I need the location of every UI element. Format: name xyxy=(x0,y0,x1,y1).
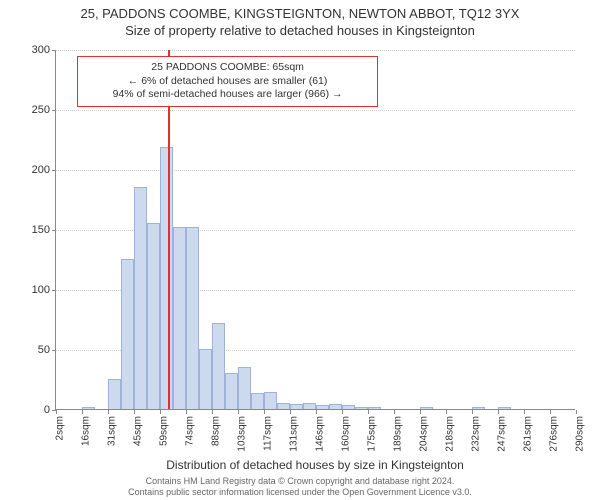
y-tick-label: 0 xyxy=(44,404,56,416)
histogram-bar xyxy=(316,405,329,409)
x-tick-label: 189sqm xyxy=(391,416,404,452)
footer-line-2: Contains public sector information licen… xyxy=(0,487,600,498)
y-tick-label: 100 xyxy=(32,284,56,296)
x-tick-label: 276sqm xyxy=(547,416,560,452)
histogram-bar xyxy=(186,227,199,409)
chart-address-title: 25, PADDONS COOMBE, KINGSTEIGNTON, NEWTO… xyxy=(0,0,600,21)
histogram-bar xyxy=(498,407,511,409)
x-tick-label: 59sqm xyxy=(157,416,170,446)
x-tick-label: 16sqm xyxy=(79,416,92,446)
y-tick-label: 50 xyxy=(38,344,56,356)
histogram-bar xyxy=(264,392,277,409)
histogram-bar xyxy=(368,407,381,409)
histogram-bar xyxy=(472,407,485,409)
histogram-bar xyxy=(108,379,121,409)
histogram-bar xyxy=(251,393,264,409)
histogram-bar xyxy=(420,407,433,409)
x-tick-label: 204sqm xyxy=(417,416,430,452)
x-tick-label: 31sqm xyxy=(105,416,118,446)
x-tick-label: 290sqm xyxy=(573,416,586,452)
chart-subtitle: Size of property relative to detached ho… xyxy=(0,21,600,38)
x-tick-label: 232sqm xyxy=(469,416,482,452)
histogram-bar xyxy=(277,403,290,409)
x-tick-label: 261sqm xyxy=(521,416,534,452)
histogram-bar xyxy=(329,404,342,409)
histogram-bar xyxy=(225,373,238,409)
gridline xyxy=(56,110,575,111)
y-tick-label: 200 xyxy=(32,164,56,176)
histogram-bar xyxy=(173,227,186,409)
histogram-bar xyxy=(134,187,147,409)
y-tick-label: 300 xyxy=(32,44,56,56)
chart-footer: Contains HM Land Registry data © Crown c… xyxy=(0,476,600,498)
x-tick-label: 88sqm xyxy=(209,416,222,446)
histogram-bar xyxy=(199,349,212,409)
x-tick-label: 160sqm xyxy=(339,416,352,452)
chart-plot-area: 0501001502002503002sqm16sqm31sqm45sqm59s… xyxy=(55,50,575,410)
histogram-bar xyxy=(355,407,368,409)
x-tick-label: 218sqm xyxy=(443,416,456,452)
x-tick-label: 175sqm xyxy=(365,416,378,452)
histogram-bar xyxy=(147,223,160,409)
footer-line-1: Contains HM Land Registry data © Crown c… xyxy=(0,476,600,487)
x-tick-label: 74sqm xyxy=(183,416,196,446)
histogram-bar xyxy=(82,407,95,409)
histogram-bar xyxy=(121,259,134,409)
histogram-bar xyxy=(238,367,251,409)
histogram-bar xyxy=(303,403,316,409)
annotation-line: 94% of semi-detached houses are larger (… xyxy=(84,88,372,102)
histogram-bar xyxy=(290,404,303,409)
x-tick-label: 2sqm xyxy=(53,416,66,440)
y-tick-label: 250 xyxy=(32,104,56,116)
x-tick-label: 247sqm xyxy=(495,416,508,452)
y-tick-label: 150 xyxy=(32,224,56,236)
x-axis-label: Distribution of detached houses by size … xyxy=(55,458,575,472)
histogram-bar xyxy=(212,323,225,409)
x-tick-label: 45sqm xyxy=(131,416,144,446)
x-tick-label: 131sqm xyxy=(287,416,300,452)
gridline xyxy=(56,50,575,51)
annotation-box: 25 PADDONS COOMBE: 65sqm← 6% of detached… xyxy=(77,56,379,107)
x-tick-label: 117sqm xyxy=(261,416,274,451)
histogram-bar xyxy=(160,147,173,409)
annotation-line: 25 PADDONS COOMBE: 65sqm xyxy=(84,61,372,75)
annotation-line: ← 6% of detached houses are smaller (61) xyxy=(84,75,372,89)
histogram-bar xyxy=(342,405,355,409)
x-tick-label: 146sqm xyxy=(313,416,326,452)
gridline xyxy=(56,170,575,171)
x-tick-label: 103sqm xyxy=(235,416,248,452)
